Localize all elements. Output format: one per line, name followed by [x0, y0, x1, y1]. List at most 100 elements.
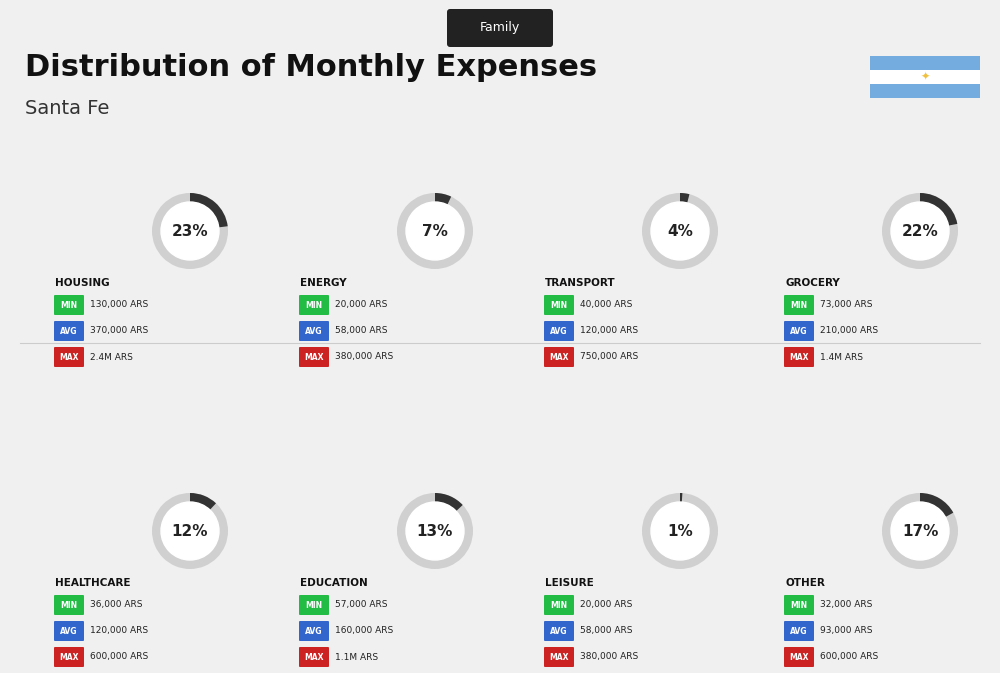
FancyBboxPatch shape: [870, 84, 980, 98]
Text: MAX: MAX: [789, 353, 809, 361]
Text: MIN: MIN: [60, 600, 78, 610]
Text: 1.1M ARS: 1.1M ARS: [335, 653, 378, 662]
Text: 93,000 ARS: 93,000 ARS: [820, 627, 872, 635]
Text: MIN: MIN: [790, 600, 808, 610]
Wedge shape: [397, 193, 473, 269]
Text: LEISURE: LEISURE: [545, 578, 594, 588]
FancyBboxPatch shape: [544, 647, 574, 667]
Circle shape: [891, 502, 949, 560]
Text: AVG: AVG: [305, 326, 323, 336]
Text: 600,000 ARS: 600,000 ARS: [90, 653, 148, 662]
FancyBboxPatch shape: [544, 321, 574, 341]
Text: 57,000 ARS: 57,000 ARS: [335, 600, 388, 610]
FancyBboxPatch shape: [299, 647, 329, 667]
FancyBboxPatch shape: [447, 9, 553, 47]
FancyBboxPatch shape: [870, 70, 980, 84]
Wedge shape: [397, 493, 473, 569]
FancyBboxPatch shape: [54, 647, 84, 667]
Circle shape: [651, 202, 709, 260]
Text: 370,000 ARS: 370,000 ARS: [90, 326, 148, 336]
Text: MAX: MAX: [304, 353, 324, 361]
Text: 4%: 4%: [667, 223, 693, 238]
FancyBboxPatch shape: [870, 56, 980, 70]
Text: 40,000 ARS: 40,000 ARS: [580, 301, 632, 310]
Circle shape: [891, 202, 949, 260]
Text: ✦: ✦: [920, 72, 930, 82]
Text: AVG: AVG: [305, 627, 323, 635]
Wedge shape: [882, 193, 958, 269]
Text: MAX: MAX: [549, 353, 569, 361]
Text: 600,000 ARS: 600,000 ARS: [820, 653, 878, 662]
FancyBboxPatch shape: [544, 347, 574, 367]
FancyBboxPatch shape: [544, 595, 574, 615]
Wedge shape: [190, 493, 216, 510]
Wedge shape: [435, 493, 463, 511]
Text: 7%: 7%: [422, 223, 448, 238]
Wedge shape: [642, 493, 718, 569]
FancyBboxPatch shape: [299, 347, 329, 367]
Circle shape: [161, 202, 219, 260]
Text: 120,000 ARS: 120,000 ARS: [580, 326, 638, 336]
FancyBboxPatch shape: [784, 621, 814, 641]
FancyBboxPatch shape: [299, 321, 329, 341]
Text: ENERGY: ENERGY: [300, 278, 347, 288]
Text: MIN: MIN: [60, 301, 78, 310]
Text: 1%: 1%: [667, 524, 693, 538]
Text: MIN: MIN: [550, 301, 568, 310]
Text: 13%: 13%: [417, 524, 453, 538]
Text: AVG: AVG: [550, 326, 568, 336]
Wedge shape: [152, 493, 228, 569]
Text: MIN: MIN: [305, 301, 323, 310]
FancyBboxPatch shape: [784, 595, 814, 615]
Text: 12%: 12%: [172, 524, 208, 538]
Text: AVG: AVG: [790, 627, 808, 635]
Text: 210,000 ARS: 210,000 ARS: [820, 326, 878, 336]
FancyBboxPatch shape: [299, 621, 329, 641]
Text: AVG: AVG: [550, 627, 568, 635]
FancyBboxPatch shape: [54, 347, 84, 367]
FancyBboxPatch shape: [54, 621, 84, 641]
Text: 32,000 ARS: 32,000 ARS: [820, 600, 872, 610]
Text: MAX: MAX: [304, 653, 324, 662]
Text: MIN: MIN: [550, 600, 568, 610]
Text: AVG: AVG: [790, 326, 808, 336]
Text: 380,000 ARS: 380,000 ARS: [580, 653, 638, 662]
FancyBboxPatch shape: [784, 295, 814, 315]
Text: AVG: AVG: [60, 627, 78, 635]
FancyBboxPatch shape: [299, 595, 329, 615]
Circle shape: [161, 502, 219, 560]
Circle shape: [406, 502, 464, 560]
Text: MIN: MIN: [790, 301, 808, 310]
Text: EDUCATION: EDUCATION: [300, 578, 368, 588]
Wedge shape: [920, 493, 953, 517]
Wedge shape: [882, 493, 958, 569]
Text: 160,000 ARS: 160,000 ARS: [335, 627, 393, 635]
Text: OTHER: OTHER: [785, 578, 825, 588]
FancyBboxPatch shape: [784, 321, 814, 341]
Text: 20,000 ARS: 20,000 ARS: [580, 600, 632, 610]
Wedge shape: [642, 193, 718, 269]
Text: Distribution of Monthly Expenses: Distribution of Monthly Expenses: [25, 53, 597, 83]
Text: MAX: MAX: [549, 653, 569, 662]
Text: HOUSING: HOUSING: [55, 278, 110, 288]
Text: MAX: MAX: [59, 653, 79, 662]
Text: 23%: 23%: [172, 223, 208, 238]
Wedge shape: [152, 193, 228, 269]
Text: AVG: AVG: [60, 326, 78, 336]
FancyBboxPatch shape: [299, 295, 329, 315]
Text: 58,000 ARS: 58,000 ARS: [335, 326, 388, 336]
Text: MAX: MAX: [59, 353, 79, 361]
Wedge shape: [920, 193, 957, 225]
Circle shape: [651, 502, 709, 560]
Text: 380,000 ARS: 380,000 ARS: [335, 353, 393, 361]
FancyBboxPatch shape: [544, 621, 574, 641]
Text: 73,000 ARS: 73,000 ARS: [820, 301, 872, 310]
Text: 130,000 ARS: 130,000 ARS: [90, 301, 148, 310]
Text: 120,000 ARS: 120,000 ARS: [90, 627, 148, 635]
FancyBboxPatch shape: [54, 321, 84, 341]
Text: 20,000 ARS: 20,000 ARS: [335, 301, 387, 310]
Text: Family: Family: [480, 22, 520, 34]
Text: 17%: 17%: [902, 524, 938, 538]
Text: HEALTHCARE: HEALTHCARE: [55, 578, 130, 588]
FancyBboxPatch shape: [54, 295, 84, 315]
